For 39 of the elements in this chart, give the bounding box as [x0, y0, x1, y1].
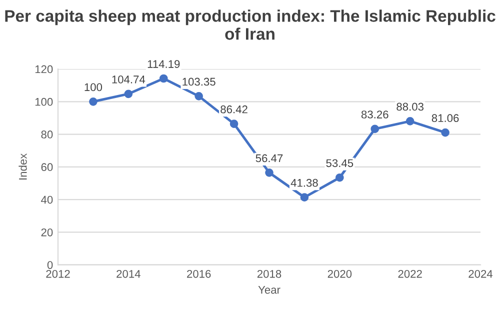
- point: [300, 193, 309, 202]
- point: [265, 168, 274, 177]
- chart-title: Per capita sheep meat production index: The Islamic Republic of Iran: [5, 10, 496, 40]
- point: [194, 92, 203, 100]
- x-tick-label: 2018: [257, 270, 282, 278]
- data-label: 81.06: [432, 114, 459, 122]
- y-axis-title: Index: [18, 153, 27, 180]
- y-tick-label: 20: [41, 228, 53, 236]
- data-label: 114.19: [148, 60, 180, 68]
- data-label: 53.45: [326, 159, 354, 168]
- point: [159, 74, 168, 83]
- point: [370, 124, 380, 134]
- point: [230, 120, 238, 128]
- x-axis-title: Year: [258, 286, 280, 294]
- y-tick-label: 60: [41, 163, 53, 172]
- data-label: 41.38: [290, 178, 318, 187]
- point: [406, 117, 414, 126]
- data-label: 100: [84, 83, 102, 92]
- data-label: 83.26: [361, 110, 388, 118]
- x-tick-label: 2014: [116, 270, 140, 278]
- y-tick-label: 80: [41, 130, 53, 138]
- x-tick-label: 2022: [398, 270, 422, 278]
- data-label: 56.47: [256, 154, 283, 162]
- data-label: 103.35: [182, 78, 216, 86]
- y-tick-label: 40: [41, 196, 53, 204]
- point: [124, 90, 133, 98]
- x-tick-label: 2012: [46, 270, 70, 278]
- point: [336, 173, 344, 182]
- x-tick-label: 2016: [187, 270, 211, 278]
- point: [89, 97, 98, 106]
- x-tick-label: 2020: [328, 270, 352, 278]
- y-tick-label: 120: [35, 65, 53, 74]
- point: [441, 128, 450, 137]
- y-tick-label: 0: [47, 261, 53, 269]
- data-label: 104.74: [112, 76, 146, 84]
- data-label: 88.03: [396, 102, 424, 111]
- x-tick-label: 2024: [468, 270, 493, 278]
- data-label: 86.42: [220, 105, 248, 114]
- y-tick-label: 100: [35, 98, 53, 106]
